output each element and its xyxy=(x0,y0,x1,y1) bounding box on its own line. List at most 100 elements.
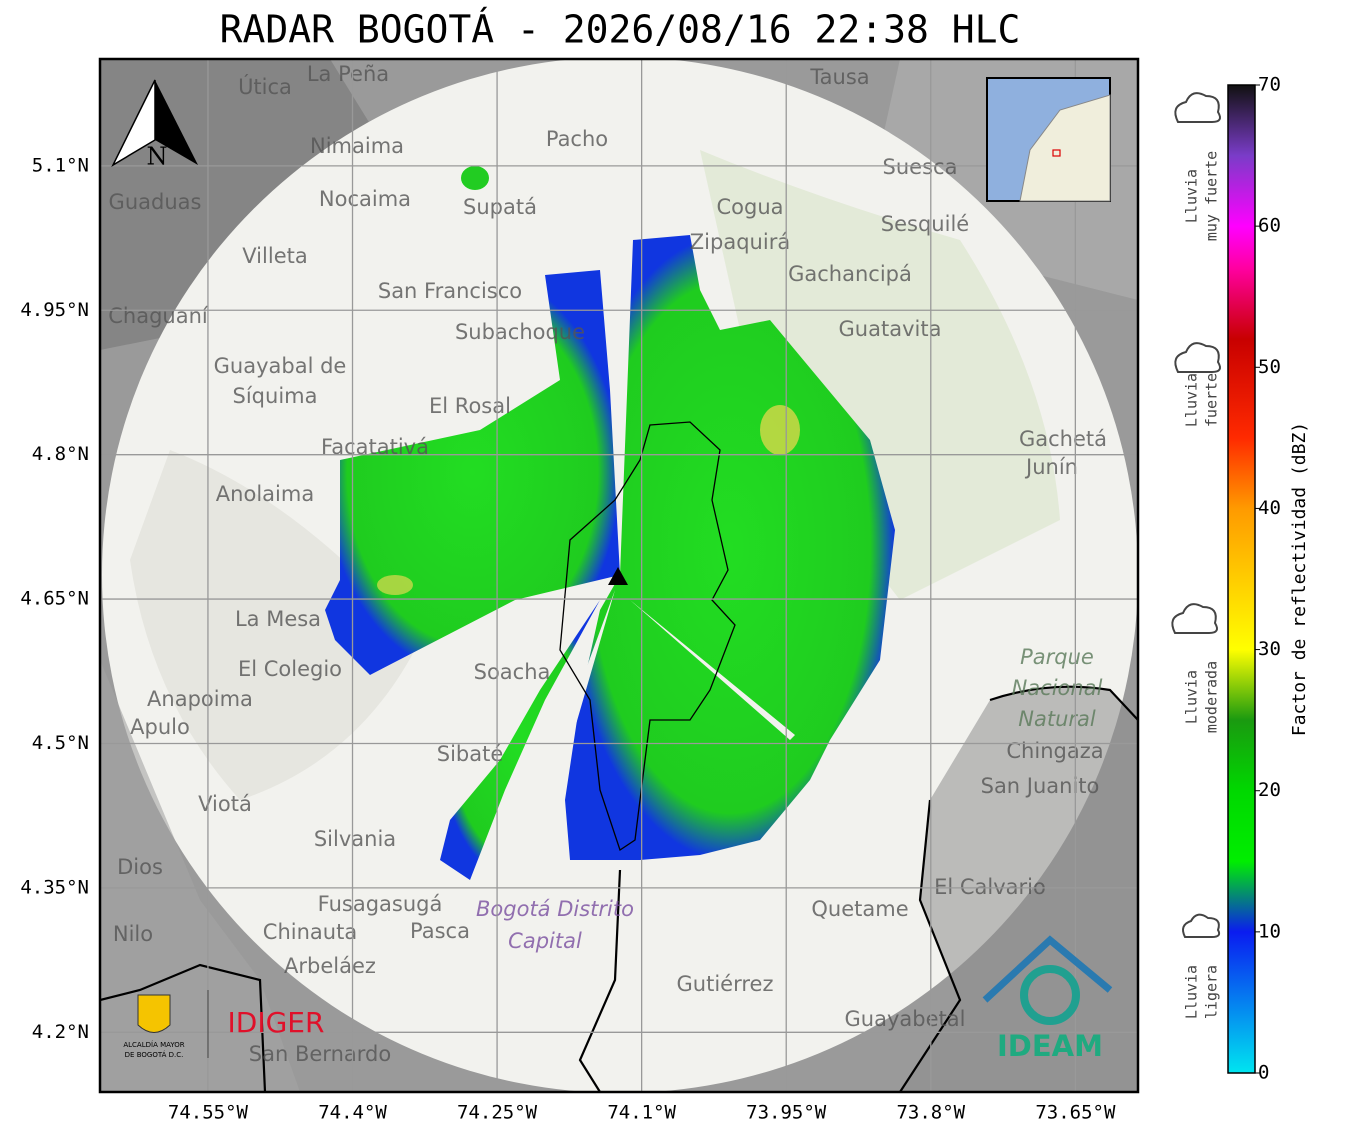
place-label: Nilo xyxy=(113,922,153,946)
place-label: Sesquilé xyxy=(881,212,969,236)
colorbar-tick-label: 60 xyxy=(1258,215,1281,237)
rain-label: Lluvia xyxy=(1183,373,1201,427)
place-label: Guayabetal xyxy=(845,1007,966,1031)
x-tick-label: 73.8°W xyxy=(896,1102,965,1124)
radar-echoes xyxy=(325,166,895,880)
border xyxy=(100,685,1138,1092)
rain-label: Lluvia xyxy=(1183,169,1201,223)
place-label: El Colegio xyxy=(238,657,342,681)
place-label: Chaguaní xyxy=(108,304,209,328)
place-label: Suesca xyxy=(883,155,958,179)
terrain xyxy=(700,150,1060,600)
alcaldia-logo: ALCALDÍA MAYOR DE BOGOTÁ D.C. IDIGER xyxy=(123,990,324,1059)
place-label: Silvania xyxy=(314,827,396,851)
place-label: Gutiérrez xyxy=(677,972,774,996)
place-label: El Calvario xyxy=(934,875,1046,899)
plot-frame xyxy=(98,57,1140,1094)
place-label: Arbeláez xyxy=(284,954,376,978)
district-label: Capital xyxy=(508,929,582,953)
echo-core xyxy=(377,575,413,595)
y-tick-label: 4.95°N xyxy=(20,299,89,321)
place-label: San Juanito xyxy=(981,774,1100,798)
place-label: Viotá xyxy=(198,792,252,816)
ideam-logo: IDEAM xyxy=(982,935,1113,1063)
place-label: Síquima xyxy=(233,384,318,408)
y-tick-label: 5.1°N xyxy=(32,154,89,176)
rain-label: moderada xyxy=(1203,661,1221,733)
x-tick-label: 74.1°W xyxy=(607,1102,676,1124)
place-label: El Rosal xyxy=(429,394,511,418)
inset-map xyxy=(986,77,1111,202)
place-label: Dios xyxy=(117,855,163,879)
place-label: Facatativá xyxy=(321,435,429,459)
place-label: Apulo xyxy=(130,715,190,739)
place-label: Cogua xyxy=(716,195,783,219)
place-label: Anolaima xyxy=(216,482,314,506)
alcaldia-text: DE BOGOTÁ D.C. xyxy=(125,1050,184,1059)
colorbar-tick-label: 70 xyxy=(1258,74,1281,96)
x-tick-label: 74.4°W xyxy=(318,1102,387,1124)
echo xyxy=(461,166,489,190)
y-tick-label: 4.5°N xyxy=(32,732,89,754)
echo xyxy=(440,600,600,880)
colorbar-tick-label: 40 xyxy=(1258,497,1281,519)
radar-site xyxy=(608,567,628,585)
place-label: Chinauta xyxy=(263,920,357,944)
echo-core xyxy=(760,405,800,455)
idiger-logo: IDIGER xyxy=(228,1006,325,1039)
echo xyxy=(565,235,895,860)
y-tick-label: 4.65°N xyxy=(20,588,89,610)
place-label: San Bernardo xyxy=(249,1042,391,1066)
place-label: Subachoque xyxy=(455,320,585,344)
place-label: Zipaquirá xyxy=(690,230,790,254)
place-label: La Peña xyxy=(307,62,389,86)
colorbar xyxy=(1227,84,1256,1074)
place-label: Nocaima xyxy=(319,187,411,211)
rain-label: ligera xyxy=(1203,965,1221,1019)
colorbar-tick-label: 30 xyxy=(1258,638,1281,660)
title: RADAR BOGOTÁ - 2026/08/16 22:38 HLC xyxy=(220,8,1021,52)
colorbar-tick-label: 20 xyxy=(1258,779,1281,801)
park-label: Natural xyxy=(1018,707,1096,731)
place-label: Gachancipá xyxy=(788,262,912,286)
x-tick-label: 73.95°W xyxy=(746,1102,827,1124)
x-tick-label: 74.25°W xyxy=(457,1102,538,1124)
colorbar-label: Factor de reflectividad (dBZ) xyxy=(1289,422,1310,736)
region xyxy=(100,660,300,1092)
park-label: Parque xyxy=(1020,645,1094,669)
place-label: Guatavita xyxy=(839,317,942,341)
place-label: Pasca xyxy=(410,919,470,943)
place-label: Sibaté xyxy=(437,742,504,766)
north-label: N xyxy=(147,143,168,171)
place-label: Supatá xyxy=(463,195,537,219)
rain-label: Lluvia xyxy=(1183,965,1201,1019)
place-label: Chingaza xyxy=(1006,739,1103,763)
place-label: Guaduas xyxy=(109,190,202,214)
place-label: Guayabal de xyxy=(214,354,347,378)
district-border xyxy=(559,421,736,852)
place-label: Fusagasugá xyxy=(318,892,443,916)
place-label: Junín xyxy=(1024,455,1078,479)
colorbar-tick-label: 0 xyxy=(1258,1062,1269,1084)
x-tick-label: 74.55°W xyxy=(168,1102,249,1124)
rain-label: Lluvia xyxy=(1183,670,1201,724)
rain-icons xyxy=(1171,92,1221,938)
terrain xyxy=(130,450,420,800)
park-label: Nacional xyxy=(1012,676,1103,700)
place-label: Anapoima xyxy=(147,687,253,711)
colorbar-tick-label: 50 xyxy=(1258,356,1281,378)
y-tick-label: 4.8°N xyxy=(32,443,89,465)
alcaldia-text: ALCALDÍA MAYOR xyxy=(123,1040,184,1049)
place-label: San Francisco xyxy=(378,279,522,303)
place-label: Villeta xyxy=(242,244,307,268)
district-label: Bogotá Distrito xyxy=(476,897,634,921)
place-label: Gachetá xyxy=(1019,427,1107,451)
place-label: La Mesa xyxy=(235,607,321,631)
ideam-text: IDEAM xyxy=(997,1029,1103,1063)
rain-label: muy fuerte xyxy=(1203,151,1221,241)
y-tick-label: 4.35°N xyxy=(20,876,89,898)
place-label: Soacha xyxy=(474,660,551,684)
colorbar-tick-label: 10 xyxy=(1258,920,1281,942)
place-label: Útica xyxy=(238,74,292,99)
